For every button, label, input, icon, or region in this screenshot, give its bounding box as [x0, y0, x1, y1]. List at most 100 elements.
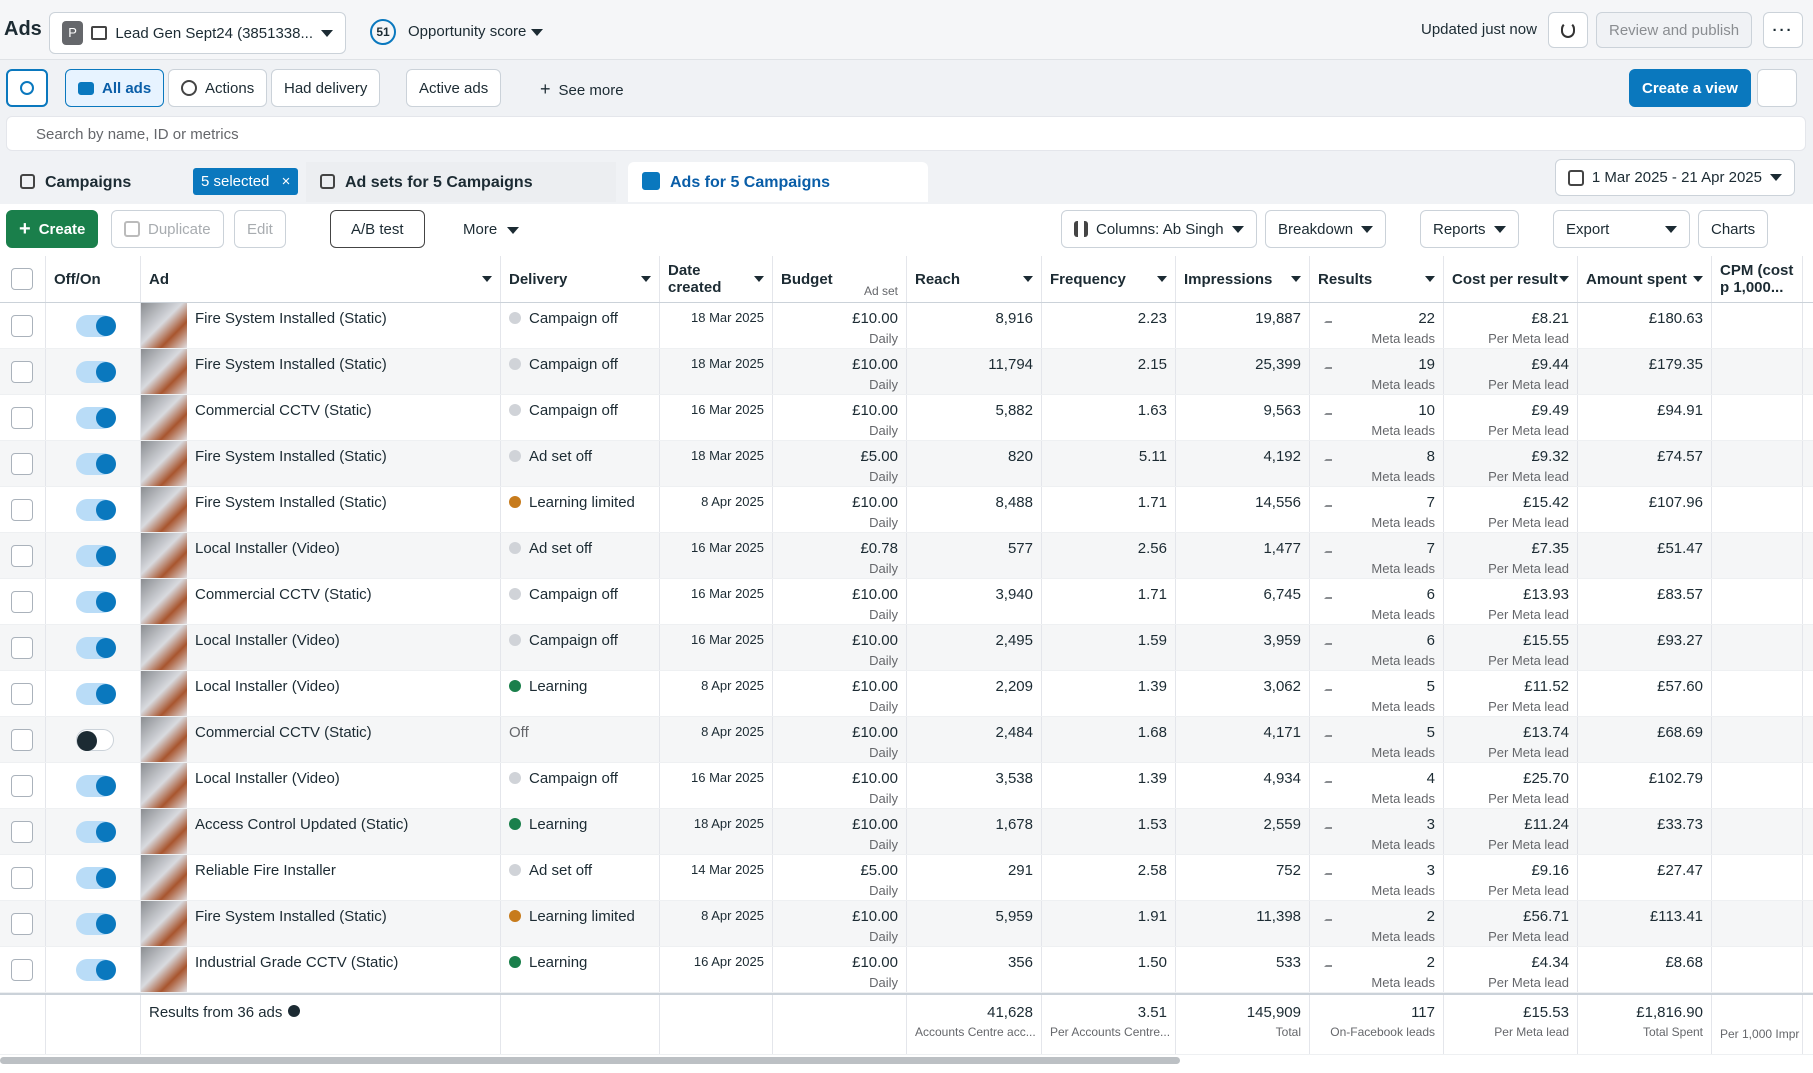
charts-button[interactable]: Charts: [1698, 210, 1769, 248]
filter-chip[interactable]: Had delivery: [271, 69, 381, 107]
ad-name[interactable]: Access Control Updated (Static): [195, 816, 409, 833]
review-publish[interactable]: Review and publish: [1596, 12, 1753, 48]
toggle[interactable]: [76, 637, 116, 659]
toggle[interactable]: [76, 729, 114, 751]
checkbox[interactable]: [11, 499, 33, 521]
toggle[interactable]: [76, 775, 116, 797]
toggle[interactable]: [76, 499, 116, 521]
toggle[interactable]: [76, 959, 116, 981]
create-view[interactable]: Create a view: [1629, 69, 1751, 107]
ad-name[interactable]: Commercial CCTV (Static): [195, 586, 372, 603]
toggle[interactable]: [76, 867, 116, 889]
view-settings[interactable]: [1757, 69, 1797, 107]
header-cell[interactable]: Frequency: [1042, 256, 1176, 302]
header-cell[interactable]: Off/On: [46, 256, 141, 302]
ad-row[interactable]: Industrial Grade CCTV (Static) Learning 16…: [0, 947, 1813, 993]
ad-name[interactable]: Commercial CCTV (Static): [195, 724, 372, 741]
see-more[interactable]: + See more: [540, 79, 624, 99]
ad-row[interactable]: Fire System Installed (Static) Learning l…: [0, 487, 1813, 533]
ad-name[interactable]: Industrial Grade CCTV (Static): [195, 954, 399, 971]
create-button[interactable]: + Create: [6, 210, 99, 248]
toggle[interactable]: [76, 545, 116, 567]
checkbox[interactable]: [11, 545, 33, 567]
checkbox[interactable]: [11, 729, 33, 751]
header-cell[interactable]: Reach: [907, 256, 1042, 302]
export-button[interactable]: Export: [1553, 210, 1690, 248]
breakdown-button[interactable]: Breakdown: [1265, 210, 1387, 248]
selected-chip[interactable]: 5 selected ×: [193, 168, 299, 195]
ad-name[interactable]: Commercial CCTV (Static): [195, 402, 372, 419]
checkbox[interactable]: [11, 637, 33, 659]
refresh[interactable]: [1548, 12, 1588, 48]
toggle[interactable]: [76, 407, 116, 429]
ad-row[interactable]: Reliable Fire Installer Ad set off 14 Mar …: [0, 855, 1813, 901]
ad-name[interactable]: Reliable Fire Installer: [195, 862, 336, 879]
header-cell[interactable]: Budget Ad set: [773, 256, 907, 302]
ad-row[interactable]: Commercial CCTV (Static) Campaign off 16 M…: [0, 579, 1813, 625]
reports-button[interactable]: Reports: [1420, 210, 1519, 248]
header-cell[interactable]: Results: [1310, 256, 1444, 302]
ad-row[interactable]: Fire System Installed (Static) Campaign o…: [0, 349, 1813, 395]
tab[interactable]: Campaigns 5 selected ×: [6, 162, 306, 202]
ad-row[interactable]: Commercial CCTV (Static) Campaign off 16 M…: [0, 395, 1813, 441]
ad-name[interactable]: Fire System Installed (Static): [195, 448, 387, 465]
checkbox[interactable]: [11, 913, 33, 935]
header-cell[interactable]: Ad: [141, 256, 501, 302]
header-cell[interactable]: Impressions: [1176, 256, 1310, 302]
columns-button[interactable]: Columns: Ab Singh: [1061, 210, 1257, 248]
checkbox[interactable]: [11, 821, 33, 843]
header-cell[interactable]: Delivery: [501, 256, 660, 302]
ad-row[interactable]: Local Installer (Video) Campaign off 16 Ma…: [0, 763, 1813, 809]
header-cell[interactable]: Cost per result: [1444, 256, 1578, 302]
ad-row[interactable]: Access Control Updated (Static) Learning 1…: [0, 809, 1813, 855]
tab[interactable]: Ad sets for 5 Campaigns: [306, 162, 616, 202]
duplicate-button[interactable]: Duplicate: [111, 210, 224, 248]
date-range[interactable]: 1 Mar 2025 - 21 Apr 2025: [1555, 159, 1795, 196]
filter-chip[interactable]: Actions: [168, 69, 268, 107]
ad-row[interactable]: Fire System Installed (Static) Ad set off…: [0, 441, 1813, 487]
search-input[interactable]: Search by name, ID or metrics: [6, 116, 1806, 151]
checkbox[interactable]: [11, 315, 33, 337]
ad-name[interactable]: Fire System Installed (Static): [195, 908, 387, 925]
ad-name[interactable]: Fire System Installed (Static): [195, 494, 387, 511]
ad-row[interactable]: Fire System Installed (Static) Learning l…: [0, 901, 1813, 947]
ad-name[interactable]: Fire System Installed (Static): [195, 356, 387, 373]
filter-chip[interactable]: Active ads: [406, 69, 502, 107]
tab-active[interactable]: Ads for 5 Campaigns: [628, 162, 928, 202]
scrollbar[interactable]: [0, 1057, 1180, 1064]
search-button[interactable]: [6, 69, 48, 107]
ad-row[interactable]: Fire System Installed (Static) Campaign o…: [0, 303, 1813, 349]
ad-name[interactable]: Local Installer (Video): [195, 540, 340, 557]
checkbox[interactable]: [11, 591, 33, 613]
checkbox[interactable]: [11, 361, 33, 383]
toggle[interactable]: [76, 361, 116, 383]
more-button[interactable]: More: [463, 221, 520, 238]
checkbox[interactable]: [11, 683, 33, 705]
checkbox[interactable]: [11, 867, 33, 889]
ad-name[interactable]: Local Installer (Video): [195, 678, 340, 695]
filter-chip[interactable]: All ads: [65, 69, 165, 107]
toggle[interactable]: [76, 591, 116, 613]
toggle[interactable]: [76, 315, 116, 337]
more-menu[interactable]: ···: [1763, 12, 1803, 48]
campaign-selector[interactable]: P Lead Gen Sept24 (3851338...: [49, 12, 346, 54]
checkbox[interactable]: [11, 407, 33, 429]
ad-row[interactable]: Local Installer (Video) Ad set off 16 Mar …: [0, 533, 1813, 579]
ad-row[interactable]: Commercial CCTV (Static) Off 8 Apr 2025 £10…: [0, 717, 1813, 763]
header-cell[interactable]: Date created: [660, 256, 773, 302]
toggle[interactable]: [76, 453, 116, 475]
ad-name[interactable]: Fire System Installed (Static): [195, 310, 387, 327]
header-cell[interactable]: CPM (cost p 1,000...: [1712, 256, 1803, 302]
edit-button[interactable]: Edit: [234, 210, 286, 248]
ab-test-button[interactable]: A/B test: [330, 210, 425, 248]
toggle[interactable]: [76, 821, 116, 843]
ad-row[interactable]: Local Installer (Video) Campaign off 16 Ma…: [0, 625, 1813, 671]
ad-row[interactable]: Local Installer (Video) Learning 8 Apr 202…: [0, 671, 1813, 717]
checkbox[interactable]: [11, 453, 33, 475]
toggle[interactable]: [76, 683, 116, 705]
toggle[interactable]: [76, 913, 116, 935]
ad-name[interactable]: Local Installer (Video): [195, 632, 340, 649]
score-label[interactable]: Opportunity score: [408, 23, 543, 40]
ad-name[interactable]: Local Installer (Video): [195, 770, 340, 787]
header-cell[interactable]: Amount spent: [1578, 256, 1712, 302]
